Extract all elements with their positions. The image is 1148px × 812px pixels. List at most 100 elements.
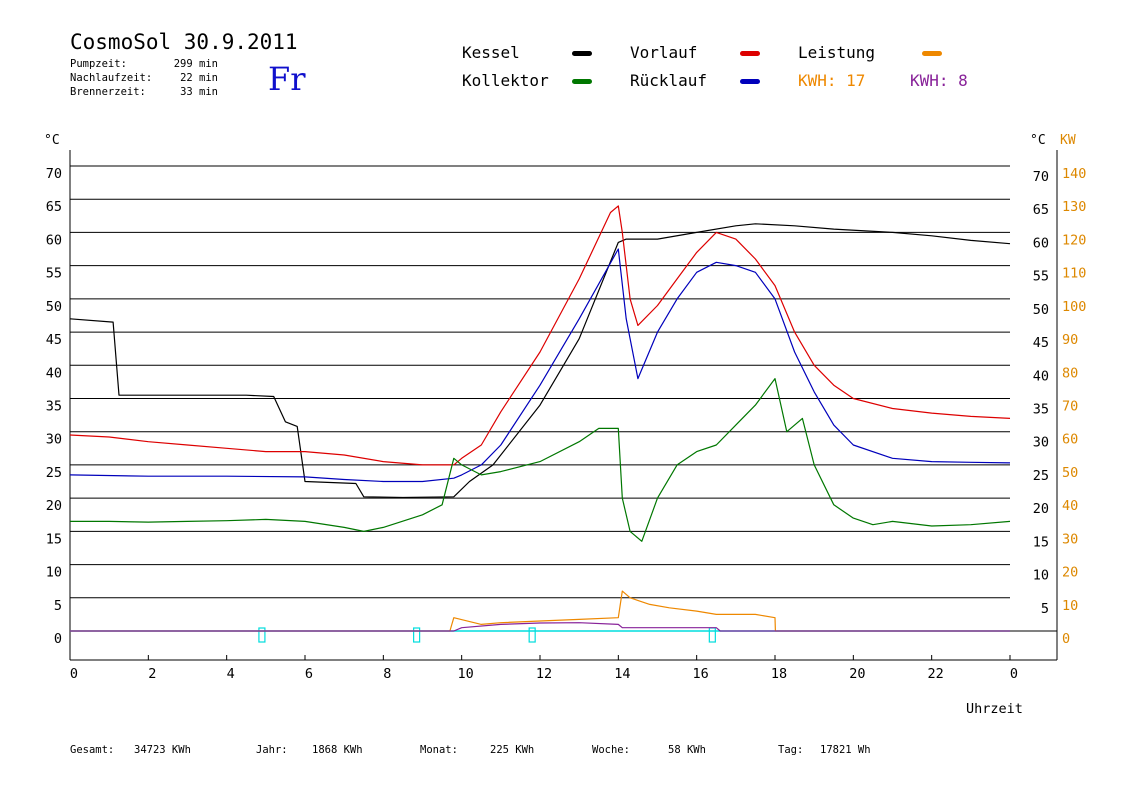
x-tick-label: 20	[849, 666, 865, 682]
y2-tick-label: 130	[1062, 199, 1086, 215]
y-right-tick-label: 10	[1033, 568, 1049, 584]
legend-kessel-swatch	[572, 51, 592, 56]
y2-tick-label: 0	[1062, 631, 1070, 647]
legend-kollektor-swatch	[572, 79, 592, 84]
legend-leistung: Leistung	[798, 43, 876, 62]
series-line-leistung	[70, 590, 1010, 632]
y-tick-label: 40	[46, 365, 62, 381]
series-line-kessel	[69, 223, 1011, 499]
x-tick-label: 12	[536, 666, 552, 682]
legend-ruecklauf: Rücklauf	[630, 71, 708, 90]
right-axis-unit-c: °C	[1030, 133, 1046, 148]
y-right-tick-label: 55	[1033, 269, 1049, 285]
y2-tick-label: 100	[1062, 299, 1086, 315]
x-tick-label: 2	[148, 666, 156, 682]
legend-kollektor: Kollektor	[462, 71, 549, 90]
x-axis-label: Uhrzeit	[966, 701, 1023, 717]
y-tick-label: 25	[46, 465, 62, 481]
x-tick-label: 18	[771, 666, 787, 682]
y-right-tick-label: 35	[1033, 402, 1049, 418]
y-right-tick-label: 65	[1033, 202, 1049, 218]
footer-gesamt-value: 34723 KWh	[134, 744, 191, 756]
y2-tick-label: 10	[1062, 598, 1078, 614]
x-tick-label: 0	[70, 666, 78, 682]
series-line-kollektor	[70, 378, 1011, 542]
nachlaufzeit-label: Nachlaufzeit:	[70, 72, 153, 84]
y-tick-label: 45	[46, 332, 62, 348]
legend-ruecklauf-swatch	[740, 79, 760, 84]
footer-tag-label: Tag:	[778, 744, 804, 756]
weekday-label: Fr	[268, 60, 306, 98]
legend-kessel: Kessel	[462, 43, 520, 62]
x-tick-label: 8	[383, 666, 391, 682]
nachlaufzeit-value: 22 min	[180, 72, 218, 84]
footer-woche-value: 58 KWh	[668, 744, 706, 756]
right-axis-unit-kw: KW	[1060, 133, 1076, 148]
pumpzeit-value: 299 min	[173, 58, 218, 70]
y2-tick-label: 80	[1062, 365, 1078, 381]
kwh-leistung: KWH: 17	[798, 71, 866, 90]
footer-woche-label: Woche:	[592, 744, 630, 756]
x-tick-label: 10	[458, 666, 474, 682]
x-tick-label: 22	[928, 666, 944, 682]
kwh-purple: KWH: 8	[910, 71, 968, 90]
legend-vorlauf: Vorlauf	[630, 43, 698, 62]
y-tick-label: 15	[46, 531, 62, 547]
x-tick-label: 4	[227, 666, 235, 682]
event-marker	[708, 627, 716, 643]
series-line-vorlauf	[69, 205, 1011, 466]
y-tick-label: 60	[46, 232, 62, 248]
y2-tick-label: 20	[1062, 565, 1078, 581]
y2-tick-label: 90	[1062, 332, 1078, 348]
y-right-tick-label: 25	[1033, 468, 1049, 484]
y-right-tick-label: 20	[1033, 501, 1049, 517]
footer-gesamt-label: Gesamt:	[70, 744, 115, 756]
x-tick-label: 6	[305, 666, 313, 682]
y-right-tick-label: 70	[1033, 169, 1049, 185]
y-tick-label: 50	[46, 299, 62, 315]
y2-tick-label: 70	[1062, 399, 1078, 415]
series-line-kwh	[70, 622, 1010, 632]
brennerzeit-label: Brennerzeit:	[70, 86, 146, 98]
y2-tick-label: 140	[1062, 166, 1086, 182]
y-tick-label: 20	[46, 498, 62, 514]
y-right-tick-label: 15	[1033, 534, 1049, 550]
x-tick-label: 16	[693, 666, 709, 682]
y-right-tick-label: 50	[1033, 302, 1049, 318]
footer-tag-value: 17821 Wh	[820, 744, 871, 756]
y2-tick-label: 60	[1062, 432, 1078, 448]
y-tick-label: 70	[46, 166, 62, 182]
y2-tick-label: 30	[1062, 531, 1078, 547]
event-marker	[413, 627, 421, 643]
series-line-rcklauf	[69, 248, 1011, 483]
y-tick-label: 10	[46, 565, 62, 581]
y2-tick-label: 110	[1062, 266, 1086, 282]
y-tick-label: 30	[46, 432, 62, 448]
y2-tick-label: 120	[1062, 232, 1086, 248]
legend-vorlauf-swatch	[740, 51, 760, 56]
y-right-tick-label: 60	[1033, 235, 1049, 251]
event-marker	[528, 627, 536, 643]
chart-title: CosmoSol 30.9.2011	[70, 30, 298, 54]
y-right-tick-label: 45	[1033, 335, 1049, 351]
legend-leistung-swatch	[922, 51, 942, 56]
event-marker	[258, 627, 266, 643]
y-right-tick-label: 5	[1041, 601, 1049, 617]
y-tick-label: 65	[46, 199, 62, 215]
y-tick-label: 0	[54, 631, 62, 647]
y-tick-label: 35	[46, 399, 62, 415]
footer-monat-value: 225 KWh	[490, 744, 535, 756]
y-tick-label: 55	[46, 266, 62, 282]
left-axis-unit: °C	[44, 133, 60, 148]
pumpzeit-label: Pumpzeit:	[70, 58, 127, 70]
y2-tick-label: 40	[1062, 498, 1078, 514]
y-tick-label: 5	[54, 598, 62, 614]
y-right-tick-label: 40	[1033, 368, 1049, 384]
y2-tick-label: 50	[1062, 465, 1078, 481]
x-tick-label: 0	[1010, 666, 1018, 682]
y-right-tick-label: 30	[1033, 435, 1049, 451]
footer-jahr-label: Jahr:	[256, 744, 288, 756]
footer-jahr-value: 1868 KWh	[312, 744, 363, 756]
brennerzeit-value: 33 min	[180, 86, 218, 98]
